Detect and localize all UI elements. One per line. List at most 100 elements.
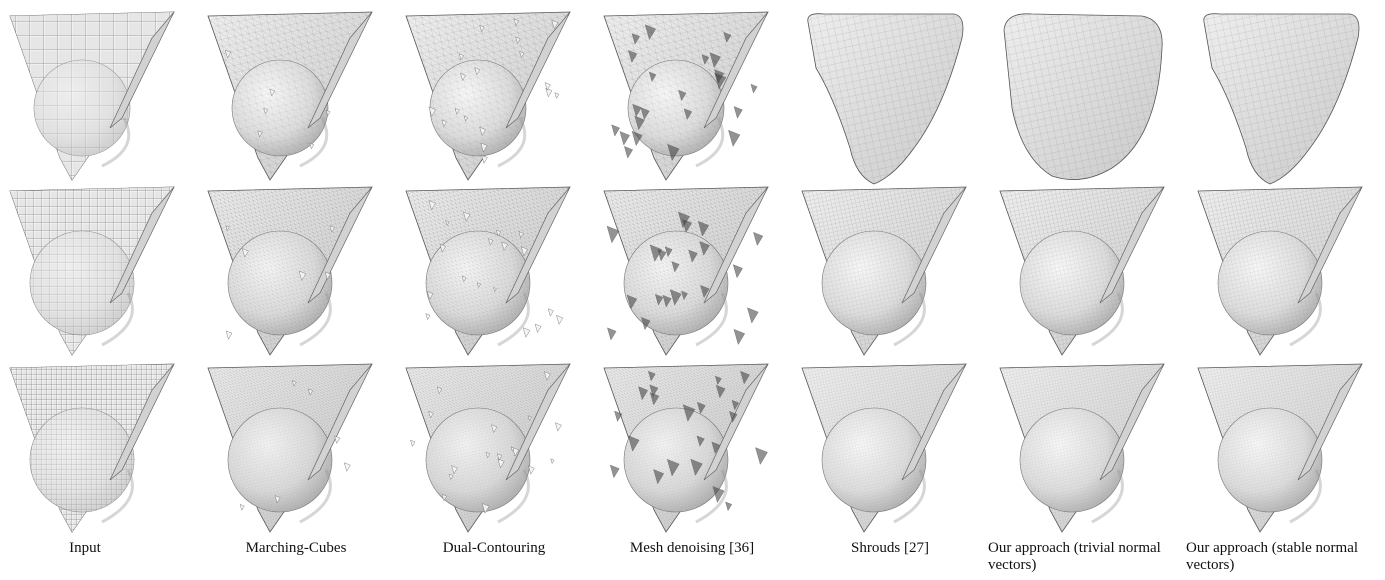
- mesh-artifact: [309, 142, 315, 150]
- mesh-artifact: [439, 243, 446, 253]
- mesh-artifact: [733, 106, 743, 119]
- mesh-artifact: [527, 415, 532, 422]
- mesh-artifact: [485, 451, 491, 459]
- mesh-artifact: [461, 275, 467, 283]
- mesh-fin: [109, 186, 175, 304]
- mesh-artifact: [723, 31, 732, 43]
- mesh-render-marching-cubes-low-res: [200, 8, 380, 188]
- mesh-artifact: [631, 33, 640, 45]
- sphere-texture: [628, 60, 724, 156]
- mesh-artifact: [632, 103, 642, 117]
- sphere-texture: [30, 408, 134, 512]
- mesh-artifact: [709, 52, 721, 69]
- mesh-artifact: [544, 82, 551, 91]
- mesh-render-input-high-res: [2, 360, 182, 540]
- mesh-artifact: [631, 130, 643, 147]
- mesh-texture: [1203, 13, 1359, 184]
- mesh-artifact: [753, 231, 764, 247]
- mesh-fin: [505, 363, 571, 481]
- sphere-texture: [624, 231, 728, 335]
- mesh-artifact: [274, 495, 281, 504]
- mesh-artifact: [755, 447, 768, 465]
- mesh-artifact: [410, 439, 416, 447]
- mesh-artifact: [740, 370, 750, 385]
- mesh-render-shrouds-mid-res: [794, 183, 974, 363]
- mesh-artifact: [556, 315, 564, 325]
- mesh-artifact: [493, 287, 497, 293]
- mesh-artifact: [714, 72, 727, 90]
- mesh-artifact: [715, 384, 726, 399]
- mesh-artifact: [715, 375, 722, 386]
- mesh-artifact: [343, 462, 351, 472]
- mesh-render-ours-stable-mid-res: [1190, 183, 1370, 363]
- mesh-artifact: [697, 220, 710, 237]
- mesh-artifact: [627, 435, 640, 452]
- mesh-artifact: [225, 330, 233, 340]
- mesh-artifact: [528, 465, 535, 475]
- mesh-artifact: [269, 88, 276, 97]
- mesh-artifact: [638, 386, 649, 401]
- mesh-artifact: [606, 225, 620, 244]
- caption-mesh-denoising: Mesh denoising [36]: [629, 540, 755, 556]
- sphere-texture: [1218, 408, 1322, 512]
- mesh-artifact: [476, 282, 481, 288]
- mesh-artifact: [463, 115, 469, 122]
- mesh-artifact: [298, 270, 307, 281]
- mesh-artifact: [681, 218, 693, 233]
- mesh-artifact: [681, 290, 688, 301]
- sphere-texture: [30, 231, 134, 335]
- sphere-texture: [430, 60, 526, 156]
- sphere-texture: [228, 231, 332, 335]
- caption-dual-contouring: Dual-Contouring: [442, 540, 546, 556]
- mesh-artifact: [688, 249, 698, 263]
- mesh-artifact: [428, 200, 436, 211]
- mesh-fin: [307, 11, 373, 129]
- mesh-fin: [1297, 363, 1363, 481]
- mesh-artifact: [428, 410, 434, 419]
- mesh-artifact: [292, 380, 297, 387]
- mesh-artifact: [690, 458, 703, 476]
- mesh-artifact: [545, 87, 553, 98]
- mesh-artifact: [641, 317, 651, 331]
- mesh-artifact: [669, 289, 682, 306]
- mesh-artifact: [425, 313, 431, 321]
- mesh-render-dual-contouring-mid-res: [398, 183, 578, 363]
- sphere-texture: [822, 408, 926, 512]
- mesh-artifact: [731, 399, 740, 411]
- mesh-artifact: [445, 220, 450, 226]
- mesh-artifact: [474, 67, 481, 76]
- mesh-artifact: [696, 435, 705, 447]
- mesh-artifact: [634, 115, 645, 131]
- mesh-artifact: [225, 225, 230, 231]
- mesh-fin: [901, 186, 967, 304]
- mesh-artifact: [458, 53, 464, 61]
- mesh-artifact: [519, 51, 525, 59]
- mesh-artifact: [239, 504, 245, 511]
- mesh-render-input-low-res: [2, 8, 182, 188]
- mesh-artifact: [649, 384, 659, 397]
- mesh-artifact: [644, 24, 656, 40]
- mesh-render-ours-trivial-low-res: [992, 8, 1172, 188]
- mesh-artifact: [728, 129, 741, 147]
- mesh-artifact: [649, 392, 660, 406]
- mesh-artifact: [263, 107, 269, 115]
- mesh-artifact: [655, 293, 664, 306]
- mesh-artifact: [747, 307, 759, 324]
- mesh-artifact: [700, 284, 710, 299]
- mesh-artifact: [488, 238, 494, 246]
- mesh-fin: [505, 186, 571, 304]
- sphere-texture: [822, 231, 926, 335]
- mesh-artifact: [611, 124, 620, 137]
- mesh-artifact: [624, 146, 633, 159]
- mesh-artifact: [334, 435, 341, 444]
- mesh-render-ours-stable-high-res: [1190, 360, 1370, 540]
- mesh-texture: [1004, 13, 1163, 180]
- mesh-render-mesh-denoising-mid-res: [596, 183, 776, 363]
- mesh-artifact: [441, 493, 447, 502]
- mesh-render-dual-contouring-low-res: [398, 8, 578, 188]
- mesh-fin: [1099, 186, 1165, 304]
- mesh-artifact: [481, 154, 488, 164]
- caption-shrouds: Shrouds [27]: [851, 540, 929, 556]
- mesh-render-mesh-denoising-high-res: [596, 360, 776, 540]
